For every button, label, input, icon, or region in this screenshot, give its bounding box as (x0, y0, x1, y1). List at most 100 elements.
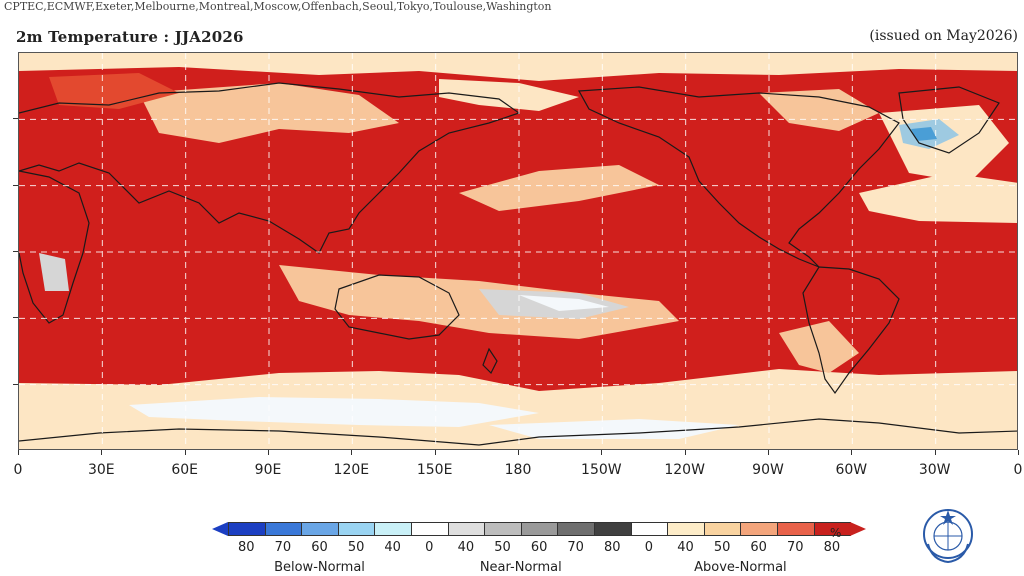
legend-tick-label: 0 (644, 540, 654, 555)
legend-swatch (374, 522, 412, 536)
wmo-logo-icon (923, 509, 973, 564)
x-tick-mark (351, 450, 353, 455)
x-tick-mark (601, 450, 603, 455)
x-tick-mark (1018, 450, 1019, 455)
region-north-atlantic-blue (911, 127, 937, 141)
legend-swatch (337, 522, 376, 536)
wmo-star (940, 510, 956, 525)
legend-max-arrow (850, 522, 867, 536)
wmo-wreath (927, 543, 969, 564)
region-samerica-pale (779, 321, 859, 373)
legend-tick-label: 40 (457, 540, 475, 555)
coast-south-america (802, 266, 900, 395)
x-tick-mark (934, 450, 936, 455)
region-antarctic-cool-2 (489, 419, 739, 439)
legend-swatch (228, 522, 266, 536)
y-tick-mark (13, 251, 18, 252)
legend-swatch (520, 522, 559, 536)
legend-swatch (776, 522, 815, 536)
region-npac-pale (439, 79, 579, 111)
legend-tick-label: 60 (530, 540, 548, 555)
legend-tick-label: 70 (274, 540, 292, 555)
y-tick-mark (13, 317, 18, 319)
x-tick-label: 30W (918, 462, 951, 478)
legend-swatch (447, 522, 486, 536)
legend-tick-label: 50 (713, 540, 731, 555)
x-tick-label: 180 (504, 462, 532, 478)
legend-swatch (410, 522, 449, 536)
graticule (19, 53, 1017, 449)
legend-tick-label: 0 (425, 540, 434, 555)
legend-swatch (630, 522, 669, 536)
x-tick-label: 120E (333, 462, 370, 478)
x-tick-mark (768, 450, 769, 455)
contributing-centers: CPTEC,ECMWF,Exeter,Melbourne,Montreal,Mo… (4, 0, 552, 13)
legend-swatch (484, 522, 522, 536)
legend-min-arrow (212, 522, 228, 536)
x-tick-mark (101, 450, 103, 455)
x-tick-mark (184, 450, 186, 455)
legend-swatch (593, 522, 632, 536)
x-tick-mark (434, 450, 436, 455)
x-tick-mark (518, 450, 519, 455)
legend-tick-label: 70 (787, 540, 804, 555)
region-canada-pale (759, 89, 879, 131)
region-spac-cool (519, 295, 609, 311)
region-antarctic-cool (129, 397, 539, 427)
legend-colorbar (212, 522, 867, 538)
coast-new-zealand (482, 347, 498, 375)
legend-swatch (667, 522, 705, 536)
legend-tick-label: 80 (238, 540, 255, 555)
coast-north-america (578, 86, 900, 268)
x-tick-label: 150E (416, 462, 453, 478)
coast-africa (19, 170, 90, 324)
x-tick-mark (18, 450, 19, 455)
x-tick-label: 0 (13, 462, 23, 478)
x-tick-label: 0 (1013, 462, 1023, 478)
legend-swatch (703, 522, 742, 536)
legend-tick-label: 60 (750, 540, 767, 555)
x-tick-label: 60E (171, 462, 198, 478)
coast-australia (334, 274, 460, 340)
x-tick-label: 90E (254, 462, 282, 478)
region-arctic-pale (19, 53, 1017, 81)
legend-tick-label: 80 (604, 540, 621, 555)
x-tick-label: 120W (664, 462, 705, 478)
legend-unit: % (830, 526, 842, 540)
x-tick-label: 90W (752, 462, 784, 478)
map-canvas (19, 53, 1017, 449)
issued-date: (issued on May2026) (869, 28, 1018, 44)
x-tick-label: 30E (87, 462, 115, 478)
legend-tick-label: 60 (311, 540, 328, 555)
legend-group-label: Below-Normal (274, 560, 365, 575)
legend-tick-label: 40 (677, 540, 694, 555)
x-tick-label: 60W (835, 462, 868, 478)
legend-tick-label: 70 (567, 540, 584, 555)
coast-eurasia (19, 82, 521, 254)
wmo-meridian (934, 522, 962, 550)
coast-antarctica (19, 418, 1017, 446)
x-tick-mark (851, 450, 853, 455)
x-tick-label: 150W (581, 462, 622, 478)
region-spac-pale (279, 265, 679, 339)
legend-swatch (264, 522, 303, 536)
legend-swatch (740, 522, 778, 536)
region-russia-warm (49, 73, 179, 109)
legend-tick-label: 40 (384, 540, 401, 555)
legend-tick-label: 50 (494, 540, 511, 555)
legend-swatch (557, 522, 595, 536)
x-tick-mark (684, 450, 686, 455)
coast-greenland (898, 86, 1000, 154)
coastlines (19, 82, 1017, 446)
legend-tick-label: 80 (823, 540, 841, 555)
map-title: 2m Temperature : JJA2026 (16, 28, 244, 46)
region-indian-grey (39, 253, 69, 291)
forecast-map (18, 52, 1018, 450)
y-tick-mark (13, 184, 18, 186)
x-tick-mark (268, 450, 269, 455)
legend-tick-label: 50 (347, 540, 365, 555)
y-tick-mark (13, 118, 18, 120)
legend-group-label: Above-Normal (694, 560, 787, 575)
y-tick-mark (13, 383, 18, 385)
region-npac-band (459, 165, 659, 211)
